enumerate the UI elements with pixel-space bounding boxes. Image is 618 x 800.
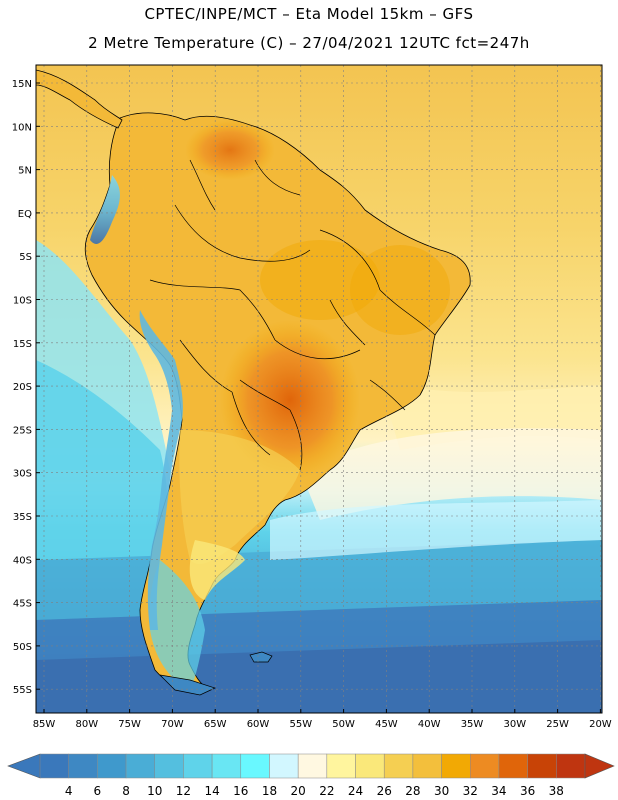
lat-label: 45S (13, 599, 32, 610)
lon-label: 40W (418, 719, 441, 730)
lat-label: 50S (13, 642, 32, 653)
colorbar-swatch (527, 753, 557, 779)
colorbar-swatch (326, 753, 356, 779)
colorbar-swatch (355, 753, 385, 779)
colorbar-swatch (211, 753, 242, 779)
colorbar-label: 10 (147, 784, 162, 798)
lon-label: 85W (33, 719, 56, 730)
lat-label: 20S (13, 382, 32, 393)
lat-label: 10S (13, 296, 32, 307)
lon-label: 55W (289, 719, 312, 730)
colorbar-label: 34 (491, 784, 506, 798)
colorbar-swatch (269, 753, 299, 779)
colorbar-label: 14 (204, 784, 219, 798)
colorbar-label: 12 (176, 784, 191, 798)
colorbar-under-arrow (7, 753, 41, 779)
lat-label: 5S (19, 252, 32, 263)
lon-label: 25W (546, 719, 569, 730)
colorbar-label: 38 (549, 784, 564, 798)
lon-label: 65W (204, 719, 227, 730)
lon-label: 70W (161, 719, 184, 730)
colorbar-swatch (183, 753, 213, 779)
colorbar-label: 4 (65, 784, 73, 798)
colorbar-swatch (412, 753, 442, 779)
colorbar-label: 18 (262, 784, 277, 798)
grid-lines (36, 65, 602, 713)
colorbar-swatch (383, 753, 414, 779)
lat-label: 55S (13, 685, 32, 696)
lat-label: 15S (13, 339, 32, 350)
colorbar-label: 36 (520, 784, 535, 798)
colorbar-swatch (68, 753, 98, 779)
colorbar-label: 32 (463, 784, 478, 798)
colorbar-swatch (97, 753, 127, 779)
country-borders (149, 159, 436, 471)
colorbar-label: 22 (319, 784, 334, 798)
lon-label: 50W (332, 719, 355, 730)
colorbar-swatch (240, 753, 270, 779)
colorbar-swatch (297, 753, 328, 779)
colorbar-label: 16 (233, 784, 248, 798)
lat-label: EQ (18, 209, 32, 220)
lon-label: 35W (461, 719, 484, 730)
lat-label: 40S (13, 555, 32, 566)
lon-label: 30W (503, 719, 526, 730)
plot-frame (35, 64, 603, 714)
colorbar-over-arrow (584, 753, 615, 779)
colorbar-swatch (154, 753, 184, 779)
lon-label: 75W (118, 719, 141, 730)
colorbar (7, 753, 615, 779)
lon-label: 45W (375, 719, 398, 730)
colorbar-label: 20 (291, 784, 306, 798)
colorbar-swatch (125, 753, 155, 779)
lat-label: 5N (18, 166, 32, 177)
colorbar-swatch (498, 753, 528, 779)
colorbar-label: 24 (348, 784, 363, 798)
lat-label: 25S (13, 425, 32, 436)
lon-label: 80W (75, 719, 98, 730)
colorbar-swatch (556, 753, 586, 779)
colorbar-label: 28 (405, 784, 420, 798)
map-subtitle: 2 Metre Temperature (C) – 27/04/2021 12U… (88, 34, 530, 52)
lat-label: 35S (13, 512, 32, 523)
colorbar-swatch (39, 753, 69, 779)
lat-label: 30S (13, 469, 32, 480)
colorbar-label: 6 (94, 784, 102, 798)
colorbar-swatch (441, 753, 471, 779)
colorbar-swatch (470, 753, 500, 779)
colorbar-label: 30 (434, 784, 449, 798)
colorbar-label: 26 (377, 784, 392, 798)
colorbar-label: 8 (122, 784, 130, 798)
lon-label: 60W (247, 719, 270, 730)
lat-label: 10N (12, 122, 32, 133)
map-title: CPTEC/INPE/MCT – Eta Model 15km – GFS (144, 5, 474, 23)
lat-label: 15N (12, 79, 32, 90)
lon-label: 20W (589, 719, 612, 730)
